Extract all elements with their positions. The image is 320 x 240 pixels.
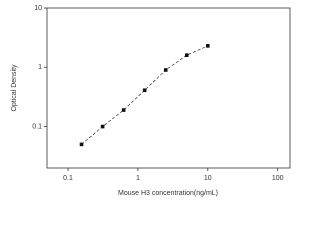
x-tick-label: 1 [136,175,140,182]
y-tick-label: 0.1 [32,123,42,130]
y-tick-label: 1 [38,64,42,71]
x-tick-label: 10 [204,175,212,182]
data-point [79,142,84,147]
fit-curve [81,45,208,145]
data-point [184,53,189,57]
data-point [206,44,210,48]
data-point [100,124,105,129]
chart: Mouse H3 concentration(ng/mL) Optical De… [11,5,291,197]
y-tick-label: 10 [34,5,42,12]
y-axis-label: Optical Density [11,64,18,112]
plot-frame [46,7,291,169]
data-point [142,88,147,93]
data-point [121,108,126,112]
x-tick-label: 0.1 [63,175,73,182]
data-point [163,68,168,72]
x-axis-label: Mouse H3 concentration(ng/mL) [118,190,218,197]
x-tick-label: 100 [272,175,284,182]
